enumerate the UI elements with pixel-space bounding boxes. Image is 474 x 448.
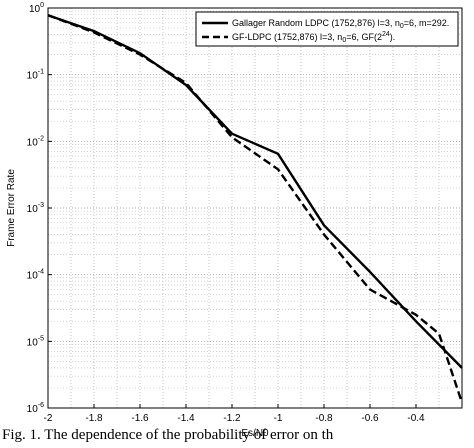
x-tick-label: -2 <box>44 413 53 424</box>
legend-entry-gallager-tail: =6, m=292. <box>404 18 450 28</box>
series-lines <box>47 14 464 404</box>
legend-entry-gallager-sub: 0 <box>400 23 404 30</box>
x-tick-label: -1.4 <box>177 413 195 424</box>
x-tick-label: -0.8 <box>315 413 333 424</box>
x-tick-label: -0.6 <box>361 413 379 424</box>
series-gallager-line <box>47 14 463 369</box>
y-tick-label: 10-3 <box>27 202 44 215</box>
y-tick-base: 10 <box>27 271 39 282</box>
y-tick-base: 10 <box>29 4 41 15</box>
y-tick-label: 10-4 <box>27 269 44 282</box>
legend-entry-gf-sub: 0 <box>342 37 346 44</box>
legend-entry-gf-ldpc: GF-LDPC (1752,876) l=3, n0=6, GF(224). <box>232 31 395 44</box>
x-tick-label: -1.8 <box>85 413 103 424</box>
y-tick-label: 10-1 <box>27 69 44 82</box>
y-tick-exponent: -1 <box>38 69 44 76</box>
x-tick-label: -1 <box>274 413 283 424</box>
y-tick-label: 10-6 <box>27 402 44 415</box>
legend: Gallager Random LDPC (1752,876) l=3, n0=… <box>195 11 459 47</box>
grid <box>48 8 462 408</box>
y-tick-label: 10-2 <box>27 135 44 148</box>
legend-entry-gf-sup: 24 <box>382 31 390 38</box>
y-tick-exponent: -3 <box>38 202 44 209</box>
x-tick-label: -0.4 <box>407 413 425 424</box>
y-tick-exponent: -4 <box>38 269 44 276</box>
series-gf-ldpc-line <box>47 14 464 404</box>
y-tick-label: 100 <box>29 2 44 15</box>
legend-entry-gf-tail: ). <box>390 32 396 42</box>
legend-entry-gf-mid: =6, GF(2 <box>346 32 382 42</box>
y-tick-base: 10 <box>27 137 39 148</box>
y-axis-label: Frame Error Rate <box>6 169 17 247</box>
legend-box <box>195 11 459 47</box>
legend-entry-gallager-main: Gallager Random LDPC (1752,876) l=3, n <box>232 18 400 28</box>
figure-caption: Fig. 1. The dependence of the probabilit… <box>2 427 334 443</box>
y-tick-exponent: 0 <box>40 2 44 9</box>
y-tick-base: 10 <box>27 204 39 215</box>
legend-entry-gf-main: GF-LDPC (1752,876) l=3, n <box>232 32 342 42</box>
legend-entry-gallager: Gallager Random LDPC (1752,876) l=3, n0=… <box>232 18 449 30</box>
y-tick-label: 10-5 <box>27 335 44 348</box>
x-tick-label: -1.6 <box>131 413 149 424</box>
y-tick-base: 10 <box>27 404 39 415</box>
y-tick-base: 10 <box>27 71 39 82</box>
y-tick-exponent: -6 <box>38 402 44 409</box>
y-tick-base: 10 <box>27 337 39 348</box>
y-tick-exponent: -5 <box>38 335 44 342</box>
x-tick-label: -1.2 <box>223 413 241 424</box>
axis-ticks: -2 -1.8 -1.6 -1.4 -1.2 -1 -0.8 -0.6 -0.410010-11… <box>27 2 425 424</box>
y-tick-exponent: -2 <box>38 135 44 142</box>
x-axis-label: Es/N0 <box>241 428 269 439</box>
